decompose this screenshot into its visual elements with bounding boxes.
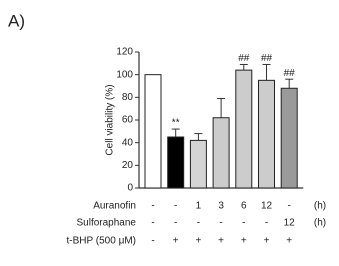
condition-cell: +	[218, 236, 224, 247]
condition-cell: 3	[218, 201, 224, 212]
bar	[235, 69, 253, 189]
condition-cell: -	[242, 218, 245, 229]
y-tick-label: 100	[116, 69, 133, 80]
condition-label: t-BHP (500 μM)	[67, 236, 136, 247]
condition-cell: +	[286, 236, 292, 247]
condition-cell: +	[195, 236, 201, 247]
condition-cell: -	[151, 201, 154, 212]
condition-cell: 12	[261, 201, 273, 212]
bar	[144, 74, 162, 189]
condition-cell: -	[219, 218, 222, 229]
bar	[212, 117, 230, 189]
condition-cell: -	[197, 218, 200, 229]
condition-cell: -	[174, 201, 177, 212]
y-tick-label: 0	[127, 183, 133, 194]
condition-cell: -	[174, 218, 177, 229]
significance-label: **	[172, 118, 180, 129]
condition-cell: -	[151, 218, 154, 229]
y-tick-label: 80	[122, 92, 134, 103]
condition-cell: 6	[241, 201, 247, 212]
y-tick-label: 120	[116, 47, 133, 58]
condition-cell: 12	[284, 218, 296, 229]
condition-cell: -	[151, 236, 154, 247]
panel-label: A)	[8, 11, 25, 30]
bar	[167, 136, 185, 189]
condition-cell: -	[265, 218, 268, 229]
condition-cell: -	[288, 201, 291, 212]
condition-cell: +	[173, 236, 179, 247]
significance-label: ##	[238, 53, 250, 64]
y-tick-label: 40	[122, 137, 134, 148]
condition-label: Auranofin	[93, 201, 136, 212]
y-tick-label: 60	[122, 115, 134, 126]
condition-unit: (h)	[314, 201, 326, 212]
condition-cell: +	[264, 236, 270, 247]
y-tick-label: 20	[122, 160, 134, 171]
bar	[258, 79, 275, 189]
y-axis-label: Cell viability (%)	[105, 84, 116, 155]
significance-label: ##	[261, 53, 273, 64]
condition-label: Sulforaphane	[77, 218, 137, 229]
significance-label: ##	[284, 68, 296, 79]
condition-unit: (h)	[314, 218, 326, 229]
condition-cell: +	[241, 236, 247, 247]
bar	[280, 87, 298, 189]
bar	[189, 139, 207, 189]
condition-cell: 1	[196, 201, 202, 212]
